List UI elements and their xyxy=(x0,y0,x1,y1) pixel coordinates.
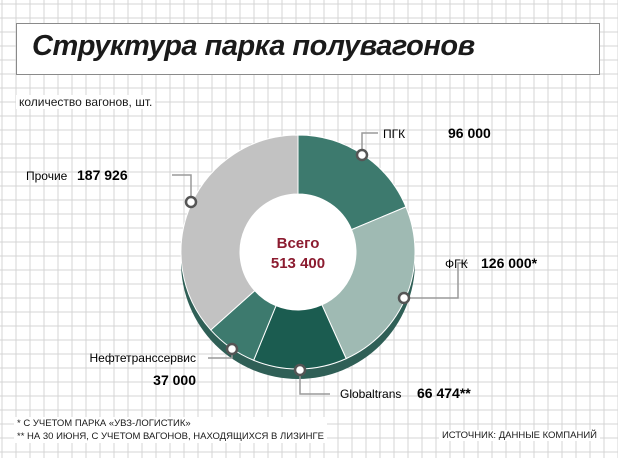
donut-hole xyxy=(240,194,356,310)
footnote-1: * С УЧЕТОМ ПАРКА «УВЗ-ЛОГИСТИК» xyxy=(17,418,191,429)
leader-line xyxy=(299,370,330,395)
center-total: 513 400 xyxy=(271,255,325,272)
slice-value-label: 187 926 xyxy=(77,167,128,183)
source-note: ИСТОЧНИК: ДАННЫЕ КОМПАНИЙ xyxy=(438,430,600,441)
slice-value-label: 37 000 xyxy=(153,372,196,388)
slice-name-label: Globaltrans xyxy=(340,387,401,401)
slice-name-label: ФГК xyxy=(445,257,468,271)
slice-value-label: 126 000* xyxy=(481,255,538,271)
leader-dot xyxy=(225,342,239,356)
leader-dot xyxy=(397,291,411,305)
slice-value-label: 96 000 xyxy=(448,125,491,141)
slice-name-label: Прочие xyxy=(26,169,68,183)
title-box xyxy=(16,23,600,75)
leader-dot xyxy=(355,148,369,162)
chart-title: Структура парка полувагонов xyxy=(32,30,475,62)
leader-line xyxy=(361,132,378,155)
leader-dot xyxy=(293,363,307,377)
footnote-2: ** НА 30 ИЮНЯ, С УЧЕТОМ ВАГОНОВ, НАХОДЯЩ… xyxy=(17,431,325,442)
leader-line xyxy=(172,174,192,202)
leader-dot xyxy=(184,195,198,209)
slice-name-label: ПГК xyxy=(383,127,405,141)
slice-value-label: 66 474** xyxy=(417,385,471,401)
footnotes: * С УЧЕТОМ ПАРКА «УВЗ-ЛОГИСТИК» ** НА 30… xyxy=(14,417,328,443)
leader-line xyxy=(404,262,468,299)
unit-label: количество вагонов, шт. xyxy=(16,95,156,109)
center-caption: Всего xyxy=(277,235,320,252)
slice-name-label: Нефтетранссервис xyxy=(90,351,196,365)
